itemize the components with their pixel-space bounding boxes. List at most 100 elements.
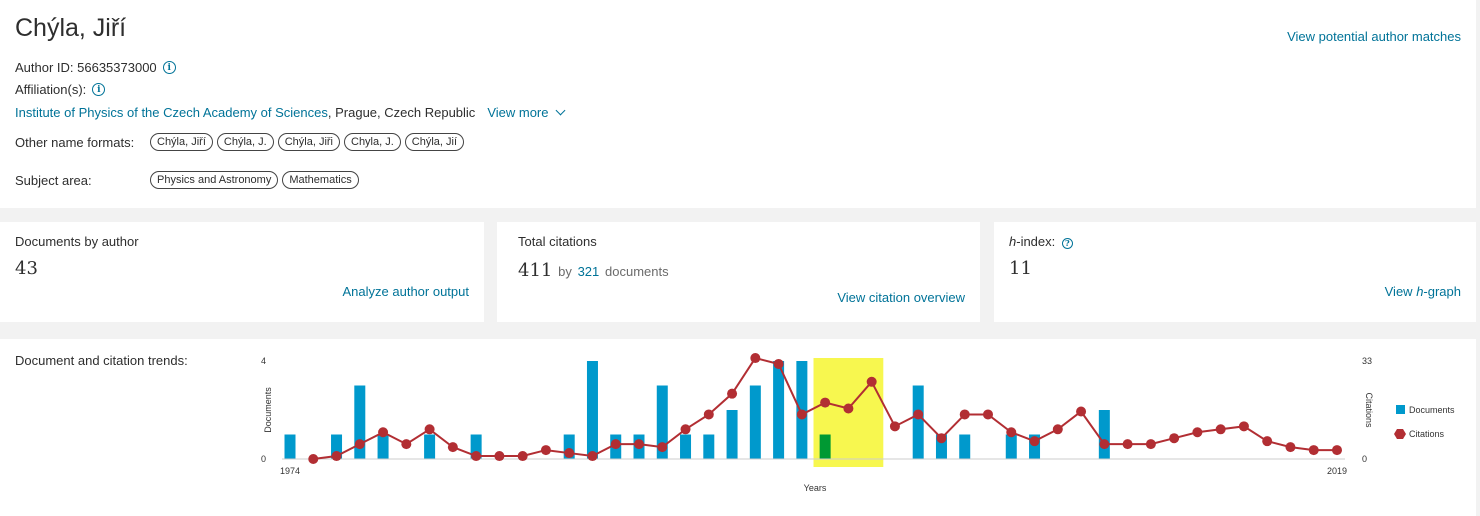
documents-bar bbox=[377, 434, 389, 459]
documents-bar bbox=[935, 434, 947, 459]
documents-bar bbox=[354, 385, 366, 459]
citations-point bbox=[1285, 442, 1296, 453]
citations-point bbox=[680, 424, 691, 435]
citations-point bbox=[1029, 436, 1040, 447]
citations-point bbox=[424, 424, 435, 435]
affiliation-label-row: Affiliation(s): i bbox=[15, 82, 106, 97]
citations-point bbox=[517, 451, 528, 462]
citations-point bbox=[1169, 433, 1180, 444]
documents-bar bbox=[726, 410, 738, 459]
citing-documents-label: documents bbox=[605, 264, 669, 279]
name-format-chip: Chýla, Jiří bbox=[150, 133, 213, 151]
affiliation-label: Affiliation(s): bbox=[15, 82, 87, 97]
citations-point bbox=[1215, 424, 1226, 435]
info-icon[interactable]: i bbox=[92, 83, 106, 96]
author-id-row: Author ID: 56635373000 i bbox=[15, 60, 176, 75]
trends-title: Document and citation trends: bbox=[15, 353, 188, 368]
subject-chip: Mathematics bbox=[282, 171, 359, 189]
citations-point bbox=[936, 433, 947, 444]
help-icon[interactable]: ? bbox=[1061, 237, 1073, 249]
citing-documents-link[interactable]: 321 bbox=[577, 264, 600, 279]
hindex-card: h-index: ? 11 View h-graph bbox=[994, 222, 1476, 322]
name-format-chip: Chýla, Jií bbox=[404, 133, 465, 151]
citations-point bbox=[703, 409, 714, 420]
citations-point bbox=[959, 409, 970, 420]
affiliation-row: Institute of Physics of the Czech Academ… bbox=[15, 105, 565, 120]
subject-chip: Physics and Astronomy bbox=[150, 171, 279, 189]
documents-bar bbox=[703, 434, 715, 459]
view-potential-author-matches-link[interactable]: View potential author matches bbox=[1287, 29, 1461, 44]
right-tick-label: 0 bbox=[1362, 454, 1367, 464]
citations-point bbox=[843, 403, 854, 414]
documents-count: 43 bbox=[15, 258, 38, 279]
subject-area-row: Subject area: Physics and Astronomy Math… bbox=[15, 171, 363, 189]
trend-chart[interactable]: 4 0 33 0 1974 2019 Documents Citations Y… bbox=[0, 339, 1476, 516]
documents-bar bbox=[586, 361, 598, 459]
citations-point bbox=[1192, 427, 1203, 438]
citations-point bbox=[564, 448, 575, 459]
documents-bar bbox=[819, 434, 831, 459]
citations-point bbox=[657, 442, 668, 453]
author-id: Author ID: 56635373000 bbox=[15, 60, 157, 75]
citations-point bbox=[1238, 421, 1249, 432]
citations-point bbox=[494, 451, 505, 462]
other-names-label: Other name formats: bbox=[15, 134, 135, 150]
author-header: Chýla, Jiří View potential author matche… bbox=[0, 0, 1476, 208]
citations-title: Total citations bbox=[518, 234, 597, 249]
info-icon[interactable]: i bbox=[162, 61, 176, 74]
subject-area-label: Subject area: bbox=[15, 172, 92, 188]
x-tick-label: 1974 bbox=[280, 466, 300, 476]
citations-point bbox=[331, 451, 342, 462]
citations-point bbox=[1052, 424, 1063, 435]
citations-point bbox=[1099, 439, 1110, 450]
citations-point bbox=[820, 397, 831, 408]
documents-bar bbox=[680, 434, 692, 459]
name-format-chip: Chyla, J. bbox=[344, 133, 401, 151]
citations-point bbox=[913, 409, 924, 420]
view-more-link[interactable]: View more bbox=[487, 105, 549, 120]
documents-bar bbox=[912, 385, 924, 459]
citations-point bbox=[587, 451, 598, 462]
y-axis-label-left: Documents bbox=[263, 387, 273, 433]
documents-bar bbox=[424, 434, 436, 459]
documents-bar bbox=[1029, 434, 1041, 459]
citations-count: 411 bbox=[518, 260, 553, 281]
affiliation-link[interactable]: Institute of Physics of the Czech Academ… bbox=[15, 105, 328, 120]
right-tick-label: 33 bbox=[1362, 356, 1372, 366]
citations-value-row: 411 by 321 documents bbox=[518, 260, 669, 281]
citations-card: Total citations 411 by 321 documents Vie… bbox=[497, 222, 980, 322]
documents-bar bbox=[284, 434, 296, 459]
chevron-down-icon[interactable] bbox=[555, 105, 565, 116]
citations-point bbox=[610, 439, 621, 450]
citations-point bbox=[1262, 436, 1273, 447]
citations-point bbox=[1006, 427, 1017, 438]
citations-point bbox=[447, 442, 458, 453]
citations-point bbox=[773, 358, 784, 369]
citations-point bbox=[727, 388, 738, 399]
analyze-author-output-link[interactable]: Analyze author output bbox=[342, 284, 469, 299]
name-format-chip: Chýla, J. bbox=[216, 133, 274, 151]
citations-point bbox=[308, 454, 319, 464]
citations-point bbox=[866, 376, 877, 387]
documents-bar bbox=[959, 434, 971, 459]
y-axis-label-right: Citations bbox=[1364, 392, 1374, 428]
citations-point bbox=[401, 439, 412, 450]
hindex-title-h: h bbox=[1009, 234, 1017, 249]
legend-documents-swatch bbox=[1396, 405, 1405, 414]
x-axis-label: Years bbox=[804, 483, 827, 493]
left-tick-label: 4 bbox=[261, 356, 266, 366]
view-h-graph-link[interactable]: View h-graph bbox=[1384, 284, 1461, 299]
documents-bar bbox=[656, 385, 668, 459]
citations-point bbox=[378, 427, 389, 438]
trends-panel: Document and citation trends: 4 0 33 0 1… bbox=[0, 339, 1476, 516]
author-name: Chýla, Jiří bbox=[15, 14, 127, 42]
citations-point bbox=[889, 421, 900, 432]
citations-point bbox=[1122, 439, 1133, 450]
citations-point bbox=[1076, 406, 1087, 417]
documents-bar bbox=[749, 385, 761, 459]
citations-point bbox=[750, 353, 761, 364]
documents-bar bbox=[773, 361, 785, 459]
citations-by: by bbox=[558, 264, 572, 279]
view-citation-overview-link[interactable]: View citation overview bbox=[837, 290, 965, 305]
citations-point bbox=[1332, 445, 1342, 456]
